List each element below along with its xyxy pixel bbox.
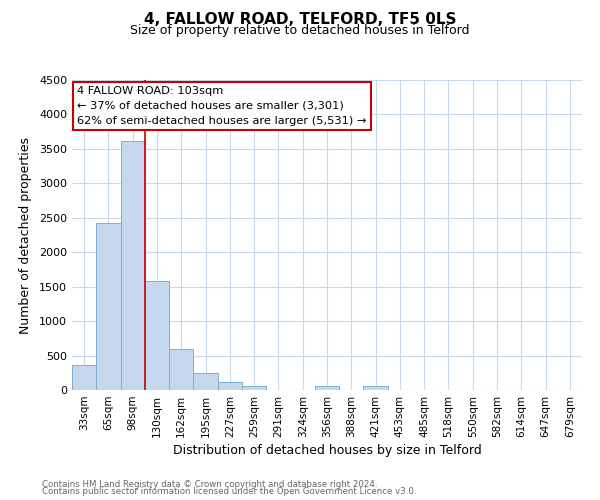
- Bar: [315, 386, 339, 390]
- Bar: [96, 224, 121, 390]
- Text: Contains HM Land Registry data © Crown copyright and database right 2024.: Contains HM Land Registry data © Crown c…: [42, 480, 377, 489]
- Bar: [169, 348, 193, 390]
- Text: 4, FALLOW ROAD, TELFORD, TF5 0LS: 4, FALLOW ROAD, TELFORD, TF5 0LS: [144, 12, 456, 28]
- Bar: [145, 281, 169, 390]
- Text: Contains public sector information licensed under the Open Government Licence v3: Contains public sector information licen…: [42, 487, 416, 496]
- Bar: [218, 382, 242, 390]
- Bar: [364, 386, 388, 390]
- Y-axis label: Number of detached properties: Number of detached properties: [19, 136, 32, 334]
- Bar: [193, 374, 218, 390]
- Text: Size of property relative to detached houses in Telford: Size of property relative to detached ho…: [130, 24, 470, 37]
- X-axis label: Distribution of detached houses by size in Telford: Distribution of detached houses by size …: [173, 444, 481, 457]
- Bar: [242, 386, 266, 390]
- Bar: [121, 140, 145, 390]
- Text: 4 FALLOW ROAD: 103sqm
← 37% of detached houses are smaller (3,301)
62% of semi-d: 4 FALLOW ROAD: 103sqm ← 37% of detached …: [77, 86, 367, 126]
- Bar: [72, 364, 96, 390]
